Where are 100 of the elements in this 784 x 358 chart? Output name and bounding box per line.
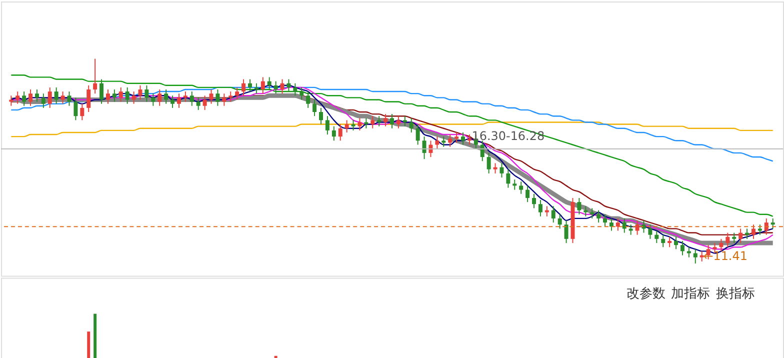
- candlestick: [622, 218, 626, 234]
- candlestick: [170, 95, 175, 108]
- candlestick: [293, 82, 298, 96]
- candlestick: [364, 118, 368, 129]
- candlestick: [260, 76, 265, 94]
- candlestick: [183, 91, 188, 102]
- candlestick: [648, 224, 652, 240]
- candlestick: [112, 88, 116, 102]
- candlestick: [248, 78, 252, 92]
- candlestick: [86, 84, 91, 112]
- candlestick: [377, 116, 382, 127]
- candlestick: [609, 218, 614, 232]
- candlestick: [500, 162, 504, 178]
- candlestick: [332, 126, 336, 142]
- candlestick: [28, 88, 33, 106]
- candlestick: [9, 95, 14, 106]
- candlestick: [325, 116, 330, 136]
- candlestick: [319, 107, 323, 125]
- candlestick: [416, 124, 420, 146]
- candlestick: [544, 206, 549, 217]
- candlestick: [312, 99, 317, 117]
- candlestick: [726, 232, 730, 248]
- candlestick: [454, 132, 459, 144]
- candlestick: [222, 93, 226, 106]
- candlestick: [409, 118, 414, 133]
- candlestick: [719, 238, 724, 252]
- candlestick: [80, 103, 84, 121]
- candlestick: [480, 140, 484, 162]
- candlestick: [176, 93, 181, 108]
- candlestick: [564, 220, 568, 244]
- candlestick: [448, 134, 452, 148]
- candlestick: [41, 93, 46, 108]
- candlestick: [351, 120, 356, 131]
- candlestick: [209, 88, 214, 104]
- text: 改参数: [626, 286, 666, 302]
- candlestick: [132, 91, 136, 104]
- candlestick: [596, 210, 601, 224]
- candlestick: [674, 236, 678, 250]
- candlestick: [306, 91, 310, 108]
- candlestick: [125, 86, 130, 104]
- candlestick: [106, 88, 110, 104]
- candlestick: [770, 218, 775, 230]
- candlestick: [467, 134, 472, 146]
- candlestick: [590, 208, 594, 219]
- candlestick: [196, 97, 200, 110]
- candlestick: [216, 88, 220, 106]
- candlestick: [67, 91, 72, 106]
- candlestick: [661, 234, 666, 248]
- candlestick: [551, 206, 556, 224]
- candlestick: [280, 78, 284, 94]
- candlestick: [254, 82, 258, 94]
- candlestick: [732, 232, 736, 244]
- candlestick: [202, 95, 207, 110]
- candlestick: [402, 116, 407, 127]
- candlestick: [60, 91, 65, 104]
- text: 换指标: [716, 286, 756, 302]
- candlestick: [164, 88, 168, 104]
- candlestick: [616, 218, 620, 232]
- candlestick: [54, 86, 58, 104]
- candlestick: [493, 162, 498, 174]
- candlestick: [584, 206, 588, 217]
- candlestick: [390, 114, 394, 129]
- text: 加指标: [671, 286, 710, 302]
- candlestick: [144, 84, 149, 102]
- candlestick: [635, 220, 640, 236]
- candlestick: [300, 86, 304, 100]
- candlestick: [519, 181, 524, 194]
- candlestick: [190, 91, 194, 106]
- candlestick: [422, 136, 426, 160]
- candlestick: [506, 168, 510, 188]
- candlestick: [158, 88, 162, 106]
- candlestick: [526, 185, 530, 203]
- candlestick: [680, 240, 684, 256]
- candlestick: [558, 214, 562, 230]
- candlestick: [34, 88, 39, 102]
- candlestick: [532, 193, 536, 209]
- candlestick: [461, 132, 465, 146]
- candlestick: [442, 136, 446, 148]
- candlestick: [486, 152, 491, 174]
- candlestick: [358, 118, 362, 131]
- candlestick: [74, 97, 78, 121]
- candlestick: [538, 200, 542, 217]
- candlestick: [235, 86, 240, 100]
- candlestick: [228, 91, 233, 102]
- candlestick: [758, 224, 762, 236]
- candlestick: [654, 230, 659, 244]
- candlestick: [668, 236, 672, 248]
- candlestick: [286, 78, 291, 92]
- candlestick: [338, 124, 342, 142]
- candlestick: [628, 224, 633, 236]
- candlestick: [118, 86, 123, 102]
- candlestick: [370, 116, 375, 129]
- candlestick: [693, 248, 698, 264]
- candlestick: [396, 116, 400, 129]
- candlestick: [435, 136, 440, 150]
- candlestick: [16, 91, 20, 104]
- candlestick: [22, 91, 26, 106]
- candlestick: [93, 58, 98, 94]
- candlestick: [603, 214, 608, 228]
- candlestick: [512, 179, 517, 190]
